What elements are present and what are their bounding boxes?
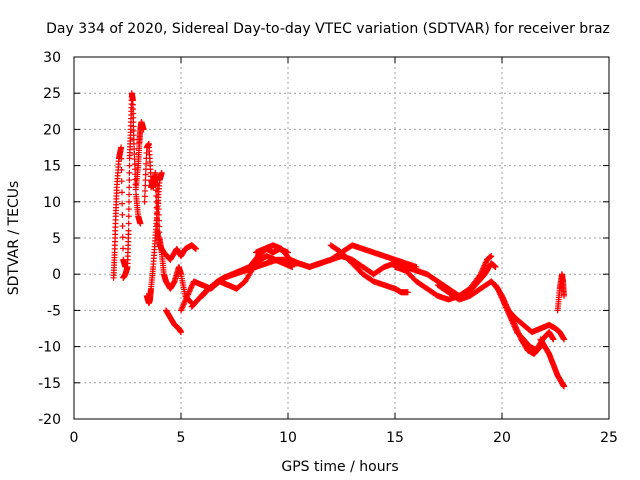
series-sat-s — [499, 292, 568, 343]
data-point — [131, 145, 138, 152]
data-point — [118, 144, 125, 151]
data-points — [110, 90, 568, 390]
x-tick-label: 10 — [279, 430, 297, 446]
chart-title: Day 334 of 2020, Sidereal Day-to-day VTE… — [46, 21, 610, 37]
data-point — [125, 206, 132, 213]
y-tick-label: -5 — [47, 303, 61, 319]
data-point — [118, 155, 125, 162]
series-sat-b — [120, 90, 144, 281]
data-point — [488, 253, 495, 260]
series-sat-f — [148, 173, 195, 307]
x-tick-label: 5 — [177, 430, 186, 446]
data-point — [126, 184, 133, 191]
data-point — [120, 245, 127, 252]
data-point — [154, 188, 161, 195]
data-point — [131, 151, 138, 158]
data-point — [119, 211, 126, 218]
data-point — [119, 234, 126, 241]
series-sat-u — [554, 271, 568, 314]
data-point — [156, 229, 163, 236]
data-point — [119, 223, 126, 230]
series-sat-m — [327, 242, 411, 296]
series-sat-j — [199, 245, 291, 299]
series-sat-a — [110, 144, 129, 281]
data-point — [154, 177, 161, 184]
data-point — [561, 336, 568, 343]
data-point — [126, 177, 133, 184]
data-point — [137, 220, 144, 227]
y-tick-label: -10 — [38, 340, 61, 356]
data-point — [141, 193, 148, 200]
data-point — [118, 189, 125, 196]
y-tick-label: 10 — [43, 195, 61, 211]
grid — [74, 57, 609, 419]
y-tick-label: 25 — [43, 86, 61, 102]
data-point — [125, 220, 132, 227]
data-point — [561, 292, 568, 299]
data-point — [126, 191, 133, 198]
y-tick-label: -20 — [38, 412, 61, 428]
series-sat-t — [537, 336, 568, 390]
data-point — [155, 211, 162, 218]
data-point — [141, 198, 148, 205]
data-point — [154, 182, 161, 189]
series-sat-c — [133, 119, 147, 191]
data-point — [125, 198, 132, 205]
data-point — [561, 383, 568, 390]
series-sat-l — [285, 253, 420, 278]
data-point — [143, 160, 150, 167]
data-point — [142, 182, 149, 189]
x-tick-label: 25 — [600, 430, 618, 446]
y-tick-label: 5 — [52, 231, 61, 247]
y-axis-ticks: -20 -15 -10 -5 0 5 10 15 20 25 30 — [38, 50, 609, 428]
y-axis-label: SDTVAR / TECUs — [6, 181, 22, 296]
data-point — [155, 200, 162, 207]
data-point — [155, 194, 162, 201]
data-point — [125, 227, 132, 234]
x-axis-label: GPS time / hours — [281, 459, 398, 475]
x-axis-ticks: 0 5 10 15 20 25 — [70, 57, 618, 446]
x-tick-label: 20 — [493, 430, 511, 446]
data-point — [130, 140, 137, 147]
data-point — [178, 329, 184, 336]
data-point — [155, 206, 162, 213]
x-tick-label: 0 — [70, 430, 79, 446]
data-point — [156, 223, 163, 230]
data-point — [119, 200, 126, 207]
data-point — [140, 126, 147, 133]
data-point — [192, 245, 199, 252]
data-point — [142, 171, 149, 178]
series-sat-o — [413, 260, 499, 299]
data-point — [550, 336, 557, 343]
data-point — [125, 213, 132, 220]
data-point — [492, 263, 499, 270]
data-point — [131, 161, 138, 168]
data-point — [126, 162, 133, 169]
x-tick-label: 15 — [386, 430, 404, 446]
data-point — [158, 169, 165, 176]
data-point — [404, 289, 411, 296]
data-point — [118, 166, 125, 173]
data-point — [155, 217, 162, 224]
y-tick-label: 20 — [43, 122, 61, 138]
data-point — [142, 177, 149, 184]
y-tick-label: 15 — [43, 159, 61, 175]
y-tick-label: 30 — [43, 50, 61, 66]
series-sat-g — [163, 307, 184, 336]
y-tick-label: 0 — [52, 267, 61, 283]
data-point — [536, 344, 543, 351]
data-point — [118, 178, 125, 185]
y-tick-label: -15 — [38, 376, 61, 392]
data-point — [142, 187, 149, 194]
data-point — [126, 169, 133, 176]
